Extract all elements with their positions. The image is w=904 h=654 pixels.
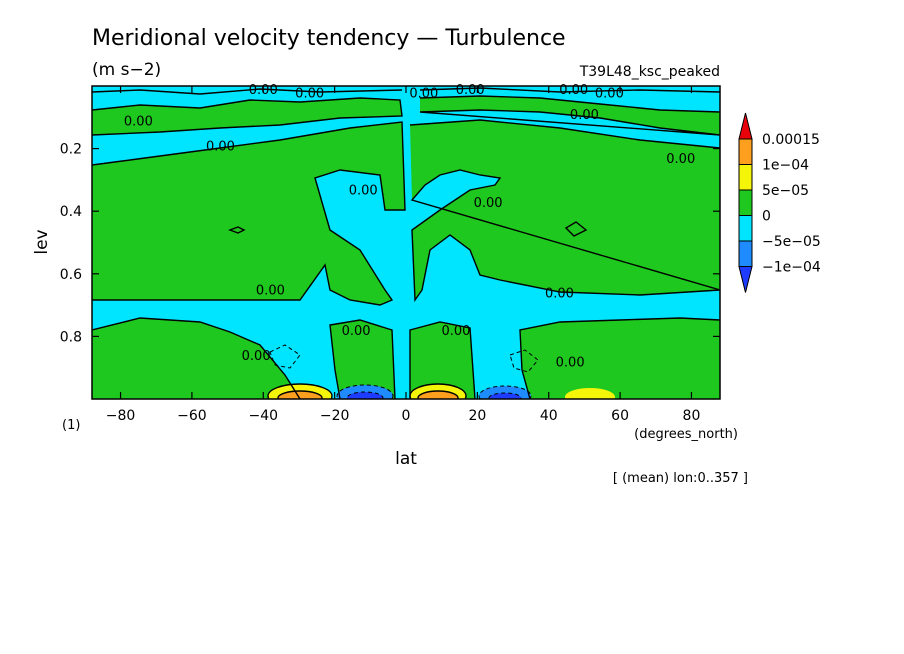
x-tick-label: −60 bbox=[177, 408, 207, 424]
region-pos-strong-south bbox=[278, 391, 322, 399]
x-tick-label: −80 bbox=[106, 408, 136, 424]
region-pos-mid-far-north bbox=[565, 388, 615, 399]
contour-lines bbox=[92, 87, 720, 399]
contour-label: 0.00 bbox=[256, 283, 285, 298]
x-tick-label: 80 bbox=[683, 408, 701, 424]
colorbar: 0.00015 1e−04 5e−05 0 −5e−05 −1e−04 bbox=[738, 112, 821, 293]
contour-label: 0.00 bbox=[441, 324, 470, 339]
contour-labels: 0.00 0.00 0.00 0.00 0.00 0.00 0.00 0.00 0.00 0.00… bbox=[124, 83, 695, 370]
y-axis-units: (1) bbox=[62, 418, 80, 433]
region-positive-low-south bbox=[92, 318, 300, 399]
y-axis-label: lev bbox=[32, 229, 52, 254]
colorbar-label: −1e−04 bbox=[762, 260, 821, 276]
colorbar-label: 0 bbox=[762, 209, 771, 225]
x-tick-label: 0 bbox=[402, 408, 411, 424]
contour-label: 0.00 bbox=[456, 83, 485, 98]
contour-label: 0.00 bbox=[409, 86, 438, 101]
contour-label: 0.00 bbox=[349, 183, 378, 198]
contour-label: 0.00 bbox=[206, 139, 235, 154]
x-axis-label: lat bbox=[395, 449, 417, 469]
region-positive-low-tropical-north bbox=[410, 322, 475, 399]
mean-note: [ (mean) lon:0..357 ] bbox=[613, 471, 748, 486]
region-positive-low-tropical-south bbox=[330, 320, 395, 399]
run-label: T39L48_ksc_peaked bbox=[579, 64, 720, 80]
chart-title: Meridional velocity tendency — Turbulenc… bbox=[92, 26, 566, 51]
region-positive-low-north bbox=[520, 318, 720, 399]
x-axis: −80 −60 −40 −20 0 20 40 60 80 bbox=[106, 86, 701, 424]
colorbar-label: −5e−05 bbox=[762, 234, 821, 250]
region-neg-strong-south bbox=[347, 392, 383, 399]
y-tick-label: 0.8 bbox=[60, 329, 82, 345]
contour-label: 0.00 bbox=[545, 287, 574, 302]
contour-label: 0.00 bbox=[474, 196, 503, 211]
x-tick-label: 20 bbox=[468, 408, 486, 424]
contour-fill bbox=[92, 86, 720, 399]
colorbar-label: 0.00015 bbox=[762, 132, 820, 148]
region-positive-north bbox=[410, 120, 720, 300]
contour-label: 0.00 bbox=[666, 152, 695, 167]
y-tick-label: 0.4 bbox=[60, 204, 82, 220]
colorbar-segment bbox=[738, 189, 753, 216]
contour-label: 0.00 bbox=[556, 355, 585, 370]
region-positive-south bbox=[92, 122, 405, 305]
plot-area: 0.00 0.00 0.00 0.00 0.00 0.00 0.00 0.00 0.00 0.00… bbox=[60, 83, 721, 424]
region-neg-strong-north bbox=[489, 393, 521, 399]
contour-label: 0.00 bbox=[595, 86, 624, 101]
colorbar-segment bbox=[738, 215, 753, 242]
x-tick-label: 40 bbox=[540, 408, 558, 424]
y-axis: 0.2 0.4 0.6 0.8 bbox=[60, 142, 720, 345]
colorbar-segment bbox=[738, 164, 753, 191]
colorbar-bottom-arrow bbox=[738, 266, 753, 293]
colorbar-segment bbox=[738, 138, 753, 165]
chart-units: (m s−2) bbox=[92, 60, 161, 80]
contour-label: 0.00 bbox=[342, 324, 371, 339]
contour-label: 0.00 bbox=[559, 83, 588, 98]
region-pos-strong-north bbox=[418, 391, 458, 399]
x-tick-label: −40 bbox=[248, 408, 278, 424]
colorbar-label: 1e−04 bbox=[762, 158, 809, 174]
contour-label: 0.00 bbox=[295, 86, 324, 101]
colorbar-label: 5e−05 bbox=[762, 183, 809, 199]
x-tick-label: 60 bbox=[611, 408, 629, 424]
region-positive-upper-south bbox=[92, 98, 402, 135]
colorbar-segment bbox=[738, 240, 753, 267]
negative-contours bbox=[269, 344, 539, 399]
y-tick-label: 0.2 bbox=[60, 142, 82, 158]
contour-label: 0.00 bbox=[124, 114, 153, 129]
y-tick-label: 0.6 bbox=[60, 267, 82, 283]
contour-label: 0.00 bbox=[570, 108, 599, 123]
x-tick-label: −20 bbox=[320, 408, 350, 424]
colorbar-top-arrow bbox=[738, 112, 753, 140]
contour-label: 0.00 bbox=[242, 349, 271, 364]
x-axis-units: (degrees_north) bbox=[634, 427, 738, 442]
